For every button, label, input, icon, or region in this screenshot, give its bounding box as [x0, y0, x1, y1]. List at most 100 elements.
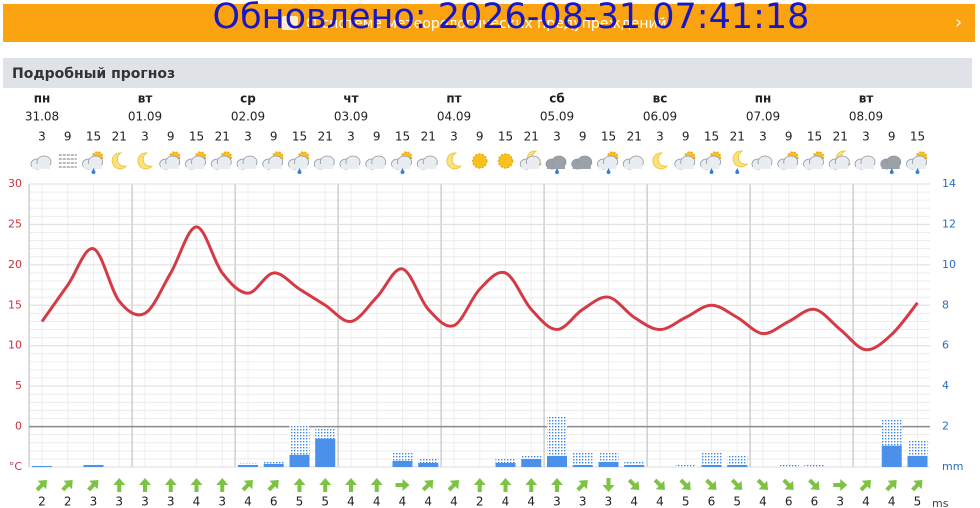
precip-bar — [392, 460, 413, 467]
wind-arrow — [627, 478, 640, 490]
wind-arrow-shape — [190, 478, 203, 492]
hour-label: 9 — [579, 130, 587, 144]
precip-bar — [701, 464, 722, 467]
precip-bar — [727, 464, 748, 467]
icon-sun — [472, 153, 488, 169]
precip-bar — [547, 455, 567, 467]
weather-icon — [622, 155, 644, 170]
y2-tick-label: 12 — [942, 217, 956, 230]
wind-arrow-shape — [216, 478, 229, 492]
icon-cloud — [392, 164, 411, 169]
wind-arrow-shape — [499, 478, 512, 492]
precip-bar — [572, 464, 593, 467]
icon-drop — [889, 168, 894, 174]
wind-speed: 3 — [605, 495, 613, 508]
wind-speed: 3 — [836, 495, 844, 508]
hour-label: 21 — [318, 130, 333, 144]
weather-icon — [828, 150, 852, 170]
wind-speed: 3 — [141, 495, 149, 508]
icon-cloud — [186, 164, 205, 169]
banner-chevron[interactable]: › — [955, 12, 962, 33]
y-tick-label: 10 — [8, 339, 22, 352]
hour-label: 3 — [244, 130, 252, 144]
wind-arrow-shape — [808, 478, 820, 490]
banner-text[interactable]: О системе метеорологических предупрежден… — [306, 16, 667, 32]
y2-tick-label: 14 — [942, 177, 956, 190]
y2-tick-label: 8 — [942, 298, 949, 311]
warning-banner[interactable] — [3, 4, 975, 42]
section-header — [3, 58, 972, 88]
icon-drop — [400, 168, 405, 174]
icon-drop — [297, 168, 302, 174]
wind-arrow-shape — [447, 480, 459, 492]
icon-cloud — [624, 164, 643, 169]
weekday-label: сб — [549, 92, 565, 106]
wind-arrow-shape — [421, 480, 434, 492]
weather-icon — [416, 155, 438, 170]
wind-arrow-shape — [113, 478, 126, 492]
icon-cloud — [753, 164, 771, 169]
date-label: 03.09 — [334, 110, 368, 124]
wind-arrow-shape — [911, 480, 923, 492]
date-label: 08.09 — [849, 110, 883, 124]
wind-speed: 5 — [321, 495, 329, 508]
wind-arrow — [395, 479, 410, 491]
weather-icon — [30, 155, 52, 170]
weekday-label: вт — [138, 92, 153, 106]
wind-speed: 4 — [193, 495, 201, 508]
wind-arrow-shape — [525, 478, 538, 492]
icon-drop — [555, 168, 559, 174]
hour-label: 15 — [86, 130, 101, 144]
wind-arrow-shape — [653, 478, 665, 490]
wind-arrow-shape — [602, 478, 615, 492]
wind-arrow-shape — [679, 478, 691, 490]
weather-icon — [210, 151, 232, 170]
icon-cloud — [572, 164, 591, 169]
weather-icon — [288, 151, 310, 174]
wind-arrow-shape — [756, 478, 768, 490]
wind-arrow — [679, 478, 691, 490]
wind-speed: 4 — [862, 495, 870, 508]
wind-speed: 5 — [682, 495, 690, 508]
precip-bar — [624, 464, 645, 467]
icon-cloud — [907, 164, 926, 169]
wind-arrow-shape — [61, 480, 73, 492]
wind-arrow — [859, 480, 871, 492]
weather-icon — [446, 152, 463, 170]
precip-bar — [289, 454, 310, 467]
icon-drop — [735, 168, 740, 174]
wind-speed: 2 — [476, 495, 484, 508]
y2-tick-label: 2 — [942, 420, 949, 433]
wind-speed: 3 — [579, 495, 587, 508]
weather-icon — [652, 152, 669, 170]
wind-arrow-shape — [395, 479, 410, 491]
icon-moon — [446, 152, 463, 170]
icon-cloud — [366, 164, 385, 169]
precip-bar — [521, 458, 542, 467]
precip-bar — [263, 460, 284, 467]
icon-sun — [497, 153, 514, 169]
wind-speed: 6 — [270, 495, 278, 508]
hour-label: 21 — [421, 130, 436, 144]
weather-icon — [159, 151, 181, 170]
date-label: 01.09 — [128, 110, 162, 124]
hour-label: 9 — [888, 130, 896, 144]
icon-drop — [709, 168, 714, 174]
wind-arrow-shape — [164, 478, 177, 492]
hour-label: 9 — [167, 130, 175, 144]
precip-bar — [881, 445, 902, 467]
weather-icon — [732, 150, 749, 174]
wind-arrow-shape — [551, 478, 563, 492]
hour-label: 9 — [270, 130, 278, 144]
wind-arrow — [421, 480, 434, 492]
wind-speed: 3 — [167, 495, 175, 508]
wind-arrow-shape — [885, 480, 897, 492]
wind-arrow — [35, 480, 47, 492]
hour-label: 9 — [682, 130, 690, 144]
wind-arrow-shape — [859, 480, 871, 492]
date-label: 05.09 — [540, 110, 574, 124]
hour-label: 21 — [627, 130, 642, 144]
y-tick-label: °C — [9, 460, 23, 473]
hour-label: 3 — [38, 130, 46, 144]
